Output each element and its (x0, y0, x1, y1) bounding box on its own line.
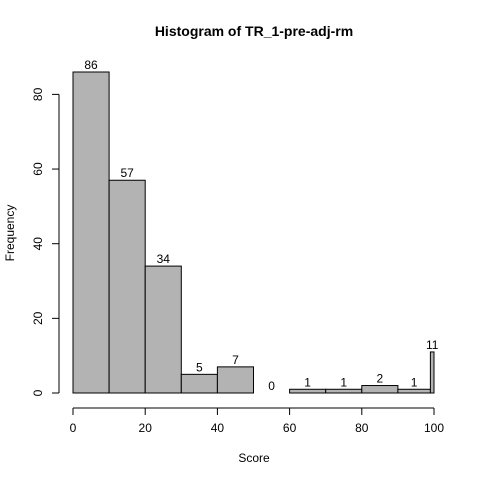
histogram-bar-6 (289, 388, 327, 394)
bar-data-label-10: 11 (426, 338, 439, 352)
bar-data-label-7: 1 (340, 375, 347, 389)
x-tick-label-40: 40 (211, 421, 225, 435)
x-tick-label-60: 60 (283, 421, 297, 435)
y-tick-label-40: 40 (31, 237, 45, 251)
y-axis-label: Frequency (3, 205, 17, 262)
y-tick-label-80: 80 (31, 87, 45, 101)
bar-data-label-5: 0 (268, 379, 275, 393)
y-axis: 0 20 40 60 80 (31, 87, 60, 396)
bar-data-label-3: 5 (196, 360, 203, 374)
bar-data-label-2: 34 (157, 252, 171, 266)
histogram-bar-4 (216, 366, 254, 394)
bar-data-label-8: 2 (377, 372, 384, 386)
histogram-bar-8 (361, 385, 399, 394)
y-tick-label-0: 0 (31, 389, 45, 396)
y-tick-label-60: 60 (31, 162, 45, 176)
bar-data-label-9: 1 (411, 375, 418, 389)
histogram-bar-10 (429, 351, 435, 394)
histogram-bar-7 (325, 388, 363, 394)
bar-data-label-6: 1 (304, 375, 311, 389)
chart-title: Histogram of TR_1-pre-adj-rm (155, 23, 353, 39)
x-tick-label-100: 100 (424, 421, 444, 435)
x-tick-label-20: 20 (139, 421, 153, 435)
histogram-bar-2 (144, 265, 182, 394)
histogram-bar-0 (72, 71, 110, 394)
bar-data-label-4: 7 (232, 353, 239, 367)
x-axis-label: Score (238, 451, 270, 465)
histogram-bar-9 (397, 388, 431, 394)
bar-data-label-1: 57 (120, 166, 134, 180)
x-axis: 0 20 40 60 80 100 (70, 407, 444, 435)
histogram-bar-1 (108, 179, 146, 394)
x-tick-label-80: 80 (355, 421, 369, 435)
y-tick-label-20: 20 (31, 311, 45, 325)
bar-data-label-0: 86 (84, 58, 98, 72)
histogram-bar-3 (180, 373, 218, 394)
x-tick-label-0: 0 (70, 421, 77, 435)
bars-group (72, 71, 435, 394)
